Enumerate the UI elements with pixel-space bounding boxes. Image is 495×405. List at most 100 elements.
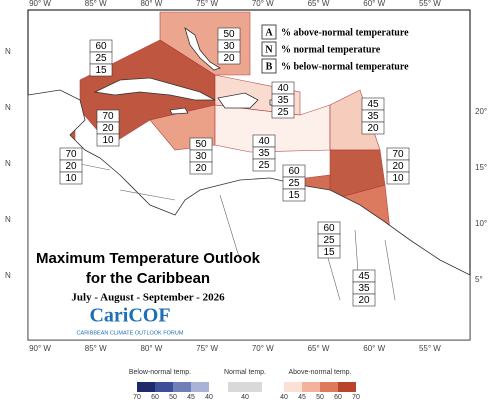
longitude-label: 55° W — [419, 0, 441, 8]
longitude-label: 60° W — [363, 0, 385, 8]
key-text: % below-normal temperature — [281, 61, 409, 72]
colorbar-title: Below-normal temp. — [129, 369, 191, 376]
colorbar-swatch — [228, 382, 262, 392]
colorbar-tick: 60 — [151, 394, 159, 400]
colorbar-tick: 40 — [241, 394, 249, 400]
probability-value: 70 — [65, 149, 77, 160]
probability-value: 15 — [323, 247, 335, 258]
key-letter: N — [265, 44, 273, 55]
key-text: % above-normal temperature — [281, 27, 409, 38]
probability-cell — [89, 63, 113, 77]
logo: CariCOF — [89, 305, 170, 327]
longitude-label: 55° W — [419, 344, 441, 353]
probability-value: 25 — [288, 178, 300, 189]
probability-value: 20 — [392, 161, 404, 172]
probability-value: 40 — [277, 83, 289, 94]
probability-cell — [361, 121, 385, 135]
probability-value: 10 — [102, 135, 114, 146]
colorbar-swatch — [155, 382, 173, 392]
probability-value: 20 — [367, 123, 379, 134]
colorbar-tick: 60 — [334, 394, 342, 400]
colorbar-swatch — [338, 382, 356, 392]
probability-value: 40 — [258, 136, 270, 147]
probability-value: 15 — [95, 65, 107, 76]
colorbar-title: Normal temp. — [224, 369, 266, 376]
key-letter-box — [261, 41, 277, 57]
latitude-label: N — [5, 215, 11, 224]
probability-value: 20 — [223, 53, 235, 64]
probability-value: 35 — [277, 95, 289, 106]
colorbar-tick: 70 — [133, 394, 141, 400]
probability-value: 20 — [65, 161, 77, 172]
probability-value: 25 — [95, 53, 107, 64]
longitude-label: 75° W — [196, 344, 218, 353]
probability-value: 30 — [195, 151, 207, 162]
colorbar-tick: 45 — [298, 394, 306, 400]
colorbar-tick: 45 — [187, 394, 195, 400]
longitude-label: 85° W — [85, 0, 107, 8]
colorbar-swatch — [137, 382, 155, 392]
probability-value: 35 — [358, 283, 370, 294]
latitude-label: N — [5, 271, 11, 280]
longitude-label: 70° W — [252, 0, 274, 8]
colorbar-tick: 70 — [352, 394, 360, 400]
colorbar-swatch — [320, 382, 338, 392]
probability-cell — [317, 245, 341, 259]
probability-value: 25 — [277, 107, 289, 118]
key-letter-box — [261, 58, 277, 74]
probability-value: 45 — [358, 271, 370, 282]
probability-cell — [189, 161, 213, 175]
probability-value: 60 — [323, 223, 335, 234]
probability-cell — [271, 105, 295, 119]
probability-value: 20 — [358, 295, 370, 306]
key-letter: B — [266, 61, 273, 72]
key-letter: A — [265, 27, 273, 38]
probability-value: 30 — [223, 41, 235, 52]
longitude-label: 90° W — [29, 344, 51, 353]
longitude-label: 80° W — [140, 0, 162, 8]
colorbar-swatch — [284, 382, 302, 392]
probability-value: 70 — [102, 111, 114, 122]
longitude-label: 75° W — [196, 0, 218, 8]
key-box — [256, 22, 418, 76]
map-period: July - August - September - 2026 — [71, 292, 225, 304]
latitude-label: N — [5, 103, 11, 112]
probability-value: 25 — [258, 160, 270, 171]
probability-value: 15 — [288, 190, 300, 201]
probability-value: 50 — [223, 29, 235, 40]
probability-value: 10 — [65, 173, 77, 184]
probability-value: 70 — [392, 149, 404, 160]
probability-value: 60 — [95, 41, 107, 52]
probability-cell — [59, 171, 83, 185]
key-background — [256, 22, 418, 76]
probability-value: 20 — [102, 123, 114, 134]
probability-value: 25 — [323, 235, 335, 246]
colorbar-swatch — [302, 382, 320, 392]
latitude-label: N — [5, 159, 11, 168]
probability-value: 10 — [392, 173, 404, 184]
map-title: Maximum Temperature Outlook — [36, 250, 261, 267]
colorbar-swatch — [191, 382, 209, 392]
probability-cell — [96, 133, 120, 147]
longitude-label: 90° W — [29, 0, 51, 8]
probability-value: 35 — [258, 148, 270, 159]
colorbar-title: Above-normal temp. — [288, 369, 351, 376]
latitude-label: 20° — [475, 107, 487, 116]
colorbar-tick: 50 — [316, 394, 324, 400]
longitude-label: 65° W — [308, 344, 330, 353]
probability-value: 60 — [288, 166, 300, 177]
probability-value: 50 — [195, 139, 207, 150]
latitude-label: 10° — [475, 219, 487, 228]
colorbar-swatch — [173, 382, 191, 392]
probability-value: 20 — [195, 163, 207, 174]
probability-cell — [386, 171, 410, 185]
probability-value: 35 — [367, 111, 379, 122]
logo-subtitle: CARIBBEAN CLIMATE OUTLOOK FORUM — [77, 330, 184, 336]
probability-cell — [282, 188, 306, 202]
longitude-label: 70° W — [252, 344, 274, 353]
probability-cell — [217, 51, 241, 65]
probability-cell — [352, 293, 376, 307]
probability-value: 45 — [367, 99, 379, 110]
